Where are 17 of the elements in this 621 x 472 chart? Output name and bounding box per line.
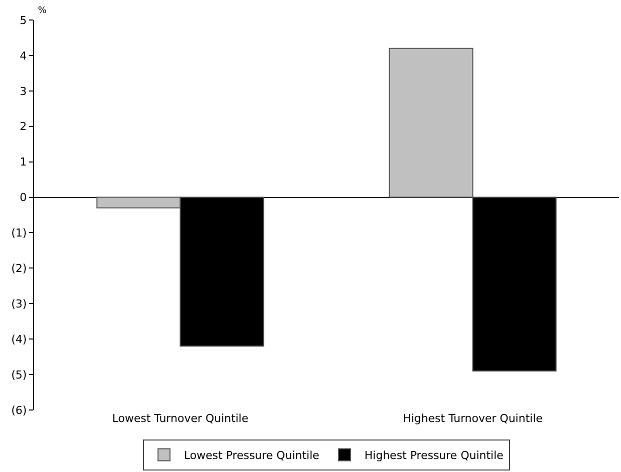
y-tick-label: 0 <box>20 191 27 204</box>
y-tick-label: 4 <box>20 49 27 62</box>
y-tick-label: (5) <box>11 368 27 382</box>
y-tick-label: 3 <box>20 84 27 98</box>
y-tick-label: (6) <box>11 404 27 417</box>
x-tick-label: Highest Turnover Quintile <box>402 412 543 425</box>
y-tick-label: (4) <box>11 332 27 346</box>
legend-label: Lowest Pressure Quintile <box>184 449 320 462</box>
y-tick-label: 1 <box>20 156 27 169</box>
y-tick-label: (1) <box>11 226 27 240</box>
y-tick-label: (2) <box>11 262 27 276</box>
y-tick-label: 2 <box>20 120 27 134</box>
y-tick-label: 5 <box>20 14 27 27</box>
y-axis-title: % <box>38 6 47 16</box>
y-tick-label: (3) <box>11 297 27 310</box>
x-tick-label: Lowest Turnover Quintile <box>112 412 249 425</box>
legend-label: Highest Pressure Quintile <box>364 449 504 462</box>
